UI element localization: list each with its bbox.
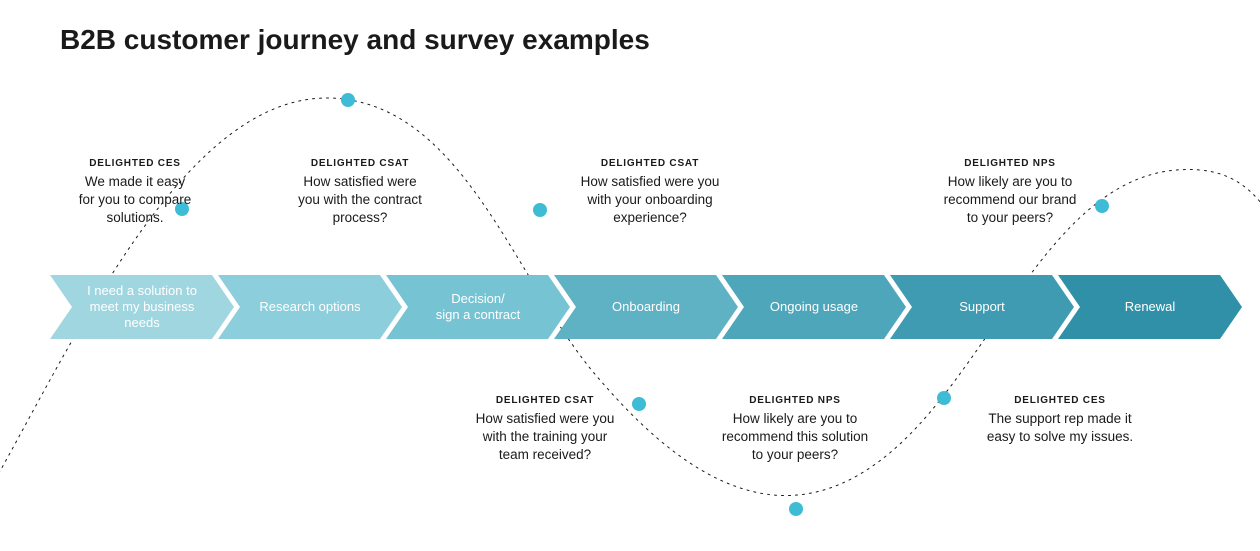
survey-callout: DELIGHTED CES The support rep made iteasy…	[965, 395, 1155, 446]
survey-callout: DELIGHTED CSAT How satisfied were youwith…	[450, 395, 640, 465]
survey-callout: DELIGHTED CSAT How satisfied wereyou with…	[265, 158, 455, 228]
journey-stage-label: Research options	[240, 275, 380, 339]
survey-callout: DELIGHTED NPS How likely are you torecomm…	[700, 395, 890, 465]
survey-callout-tag: DELIGHTED CES	[965, 395, 1155, 406]
journey-stage-label: I need a solution to meet my busi­ness n…	[72, 275, 212, 339]
wave-marker-dot	[937, 391, 951, 405]
survey-callout-tag: DELIGHTED CSAT	[555, 158, 745, 169]
journey-stage-label: Onboarding	[576, 275, 716, 339]
survey-callout: DELIGHTED NPS How likely are you torecomm…	[915, 158, 1105, 228]
survey-callout-text: How satisfied wereyou with the contractp…	[265, 173, 455, 228]
survey-callout: DELIGHTED CSAT How satisfied were youwith…	[555, 158, 745, 228]
survey-callout-tag: DELIGHTED CES	[40, 158, 230, 169]
journey-stage-label: Support	[912, 275, 1052, 339]
journey-stage-label: Renewal	[1080, 275, 1220, 339]
wave-marker-dot	[533, 203, 547, 217]
survey-callout-text: The support rep made iteasy to solve my …	[965, 410, 1155, 446]
survey-callout-text: We made it easyfor you to comparesolutio…	[40, 173, 230, 228]
infographic-canvas: { "title": { "text": "B2B customer journ…	[0, 0, 1260, 551]
survey-callout-tag: DELIGHTED NPS	[915, 158, 1105, 169]
journey-stage-label: Decision/sign a contract	[408, 275, 548, 339]
survey-callout-tag: DELIGHTED CSAT	[450, 395, 640, 406]
survey-callout-text: How likely are you torecommend our brand…	[915, 173, 1105, 228]
wave-marker-dot	[341, 93, 355, 107]
survey-callout: DELIGHTED CES We made it easyfor you to c…	[40, 158, 230, 228]
survey-callout-text: How satisfied were youwith your onboardi…	[555, 173, 745, 228]
survey-callout-tag: DELIGHTED NPS	[700, 395, 890, 406]
wave-marker-dot	[789, 502, 803, 516]
journey-stage-label: Ongoing usage	[744, 275, 884, 339]
survey-callout-text: How likely are you torecommend this solu…	[700, 410, 890, 465]
survey-callout-tag: DELIGHTED CSAT	[265, 158, 455, 169]
survey-callout-text: How satisfied were youwith the training …	[450, 410, 640, 465]
